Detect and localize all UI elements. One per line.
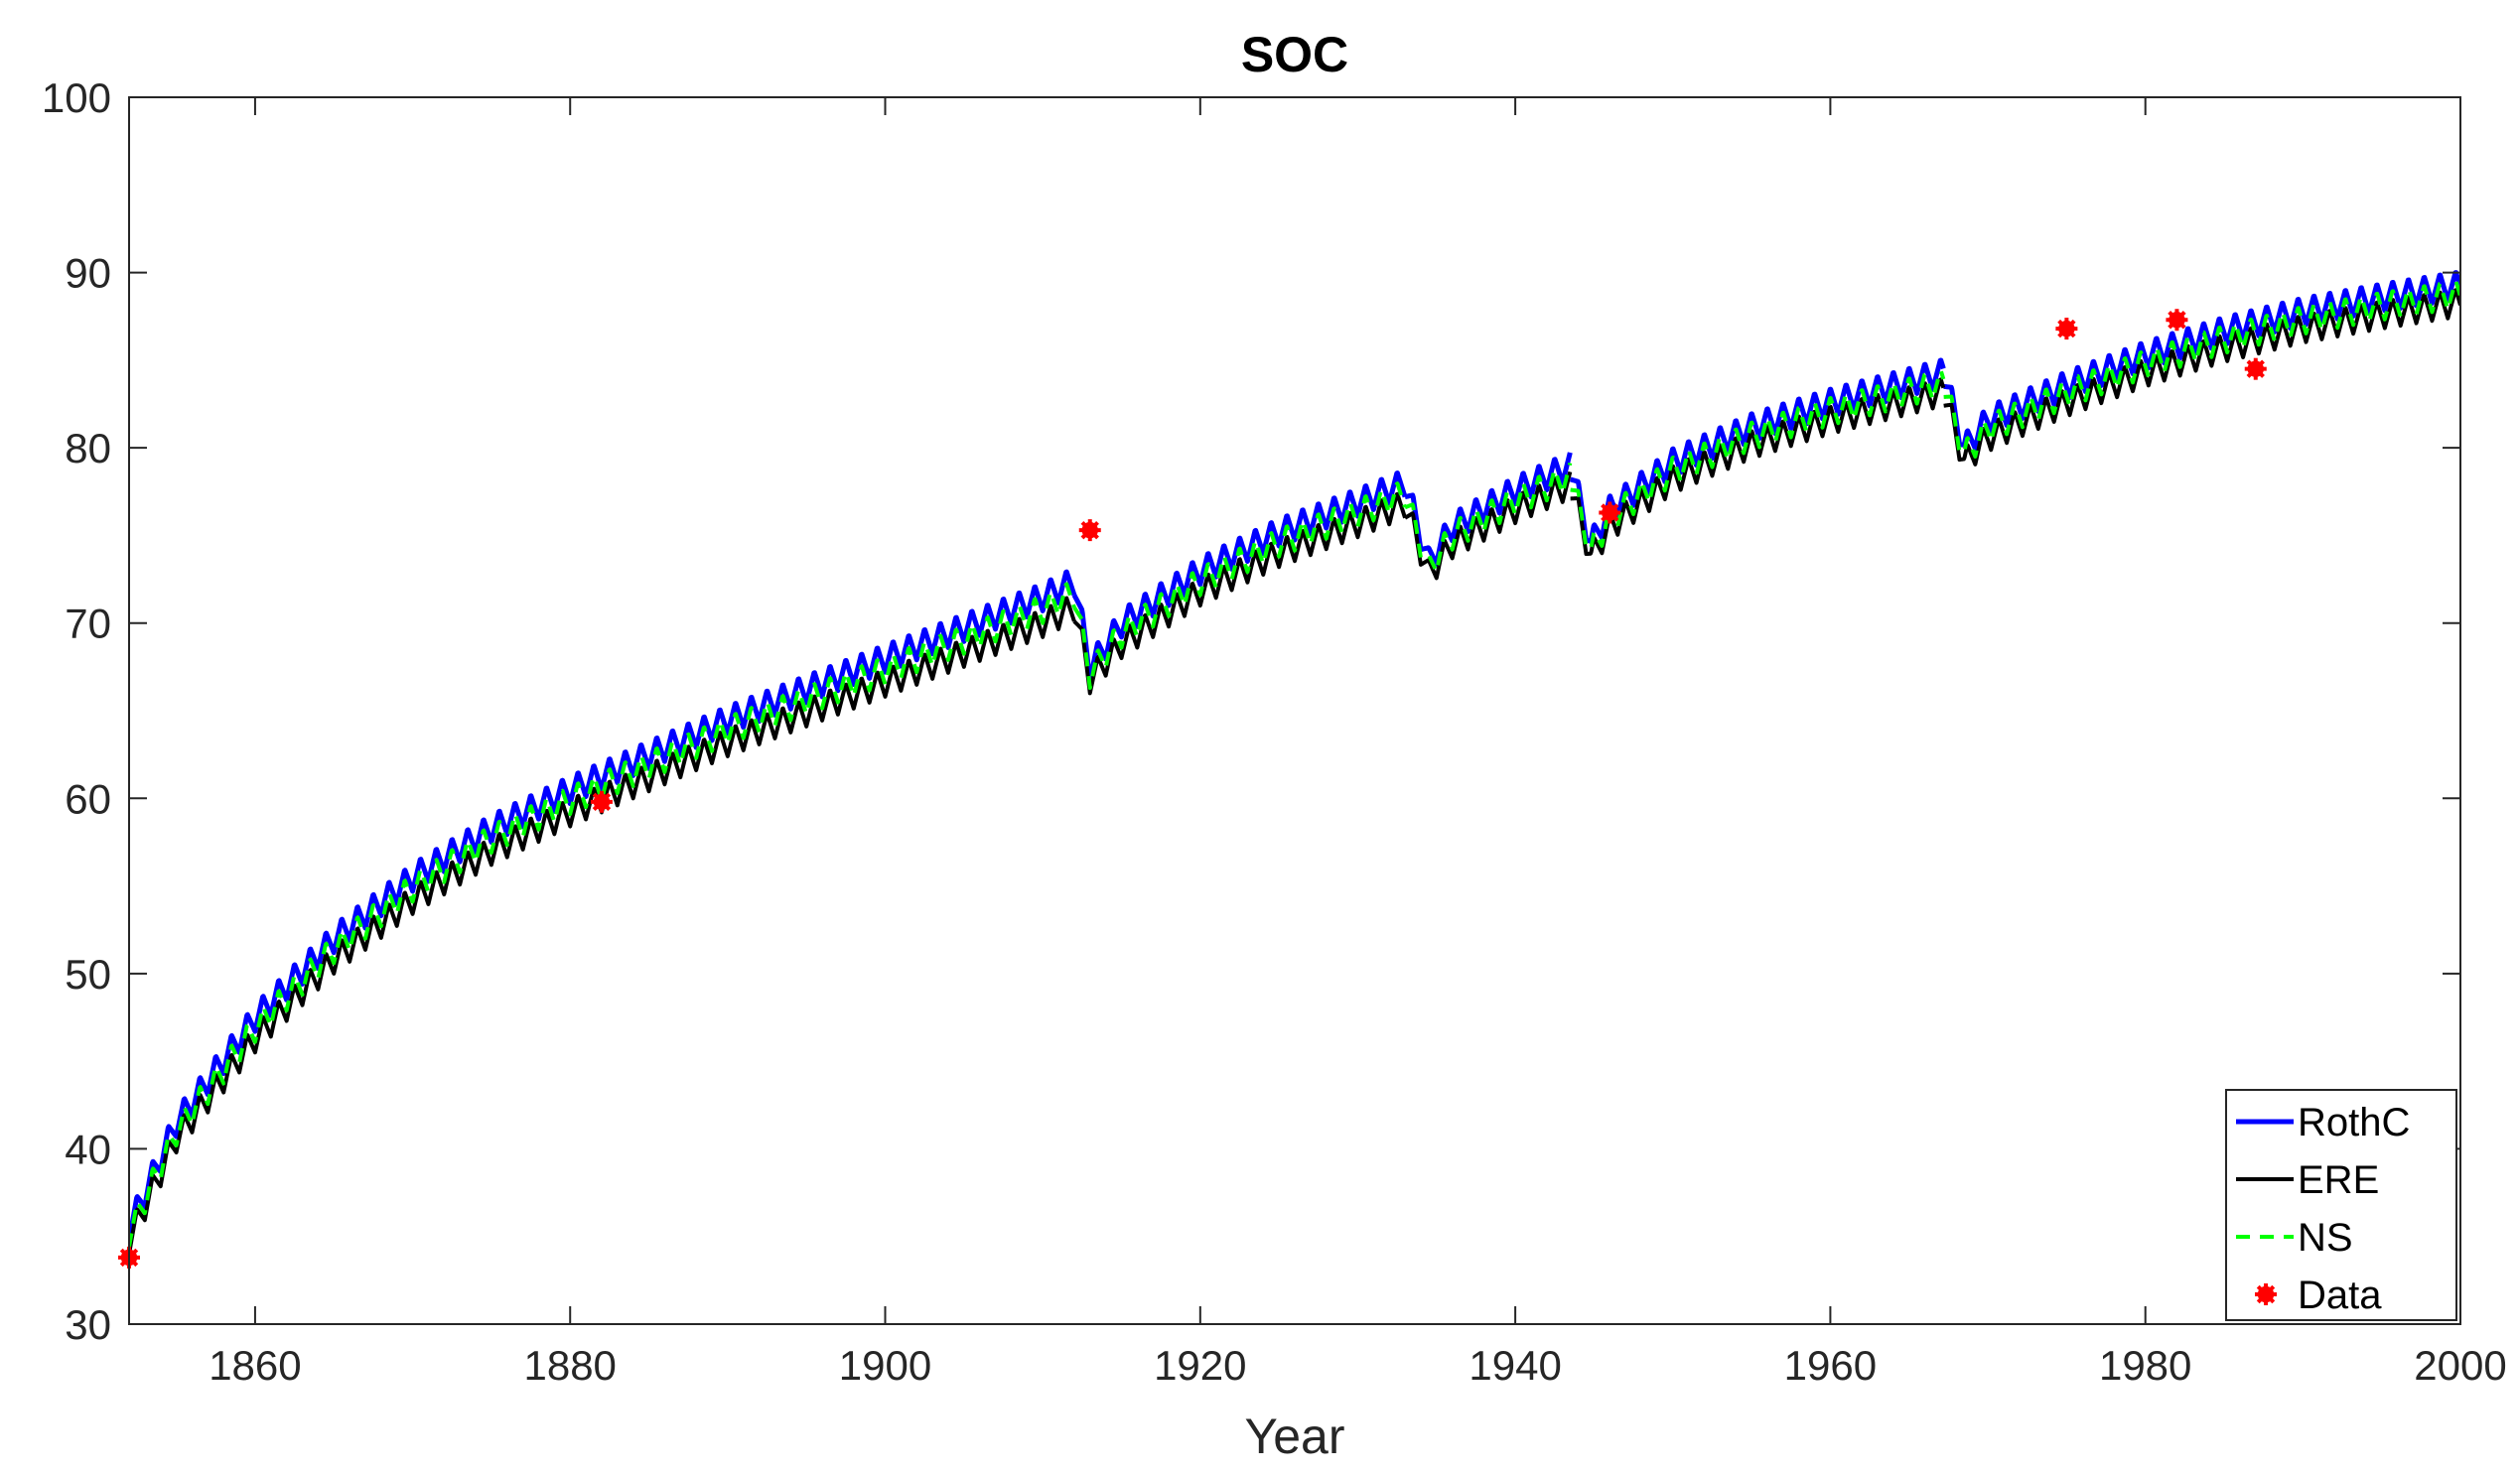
series-line-rothc-segment — [1071, 470, 1408, 684]
chart-title: SOC — [1241, 27, 1348, 82]
legend-label-ere: ERE — [2298, 1158, 2379, 1202]
data-point — [2055, 318, 2078, 340]
series-line-ns-segment — [1403, 463, 1573, 574]
series-line-ere-segment — [1942, 288, 2460, 467]
data-point-ray — [1601, 503, 1619, 522]
scatter-layer — [118, 309, 2267, 1269]
x-tick-label: 1980 — [2099, 1342, 2191, 1389]
y-tick-label: 30 — [65, 1301, 111, 1348]
legend-item-ere: ERE — [2236, 1158, 2379, 1202]
x-axis-label: Year — [1244, 1409, 1344, 1464]
legend-data-marker — [2255, 1283, 2277, 1305]
data-point-ray — [2246, 359, 2265, 378]
axes-box — [128, 96, 2461, 1325]
series-layer — [129, 270, 2460, 1255]
data-point — [2166, 309, 2188, 332]
y-tick-label: 50 — [65, 951, 111, 998]
legend-data-marker-ray — [2256, 1284, 2276, 1304]
data-point — [1078, 519, 1101, 542]
y-tick-label: 100 — [42, 74, 111, 121]
x-axis-ticks: 1860 1880 1900 1920 1940 1960 1980 2000 — [209, 97, 2507, 1389]
legend-box — [2225, 1089, 2457, 1321]
x-tick-label: 1960 — [1784, 1342, 1877, 1389]
legend-label-data: Data — [2298, 1274, 2382, 1317]
data-point-ray — [1080, 520, 1099, 540]
x-tick-label: 1940 — [1469, 1342, 1561, 1389]
legend-item-data: Data — [2255, 1274, 2382, 1317]
x-tick-label: 1920 — [1154, 1342, 1246, 1389]
x-tick-label: 1860 — [209, 1342, 301, 1389]
series-ere — [129, 288, 2460, 1255]
series-line-ere-segment — [1569, 377, 1946, 557]
series-line-ere-segment — [1403, 470, 1573, 581]
x-tick-label: 2000 — [2414, 1342, 2506, 1389]
legend-item-ns: NS — [2236, 1216, 2353, 1260]
series-line-ns-segment — [1072, 481, 1407, 691]
data-point — [2244, 357, 2267, 380]
series-line-rothc-segment — [1568, 357, 1946, 544]
y-tick-label: 60 — [65, 775, 111, 822]
y-tick-label: 40 — [65, 1126, 111, 1172]
plot-area — [118, 270, 2460, 1269]
series-line-rothc-segment — [129, 569, 1077, 1243]
data-point — [1599, 501, 1621, 524]
legend-label-ns: NS — [2298, 1216, 2353, 1260]
series-line-ns-segment — [129, 582, 1076, 1248]
x-tick-label: 1880 — [523, 1342, 616, 1389]
legend-swatch-data — [2255, 1283, 2277, 1305]
data-point-ray — [2057, 319, 2076, 338]
data-point-ray — [592, 792, 612, 812]
series-line-ere-segment — [1072, 491, 1407, 696]
series-line-ere-segment — [129, 596, 1076, 1255]
series-ns — [129, 279, 2460, 1248]
series-rothc — [129, 270, 2460, 1243]
series-line-ns-segment — [1569, 368, 1946, 551]
data-point-ray — [2168, 311, 2186, 330]
legend: RothC ERE NS Data — [2225, 1089, 2457, 1321]
y-tick-label: 70 — [65, 601, 111, 647]
data-point — [590, 790, 613, 813]
series-line-rothc-segment — [1403, 452, 1573, 567]
legend-label-rothc: RothC — [2298, 1101, 2410, 1144]
x-tick-label: 1900 — [839, 1342, 931, 1389]
legend-item-rothc: RothC — [2236, 1101, 2410, 1144]
y-tick-label: 90 — [65, 250, 111, 297]
y-tick-label: 80 — [65, 425, 111, 471]
series-line-rothc-segment — [1941, 270, 2460, 452]
y-axis-ticks: 30 40 50 60 70 80 90 100 — [42, 74, 2460, 1348]
